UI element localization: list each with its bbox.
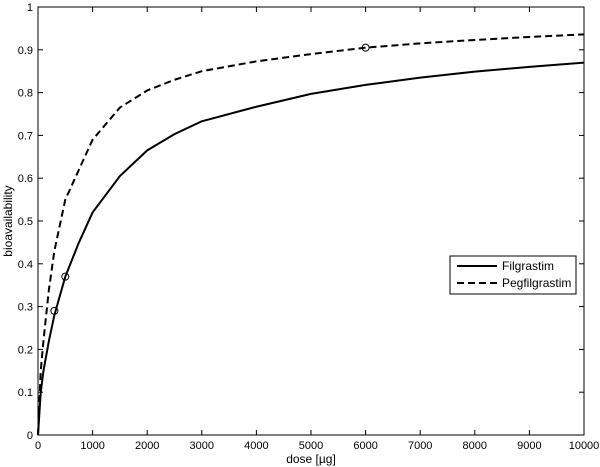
marker-filgrastim <box>50 306 59 315</box>
series-line-pegfilgrastim <box>37 33 585 436</box>
y-tick-label: 0.2 <box>18 344 33 356</box>
x-tick-label: 3000 <box>190 440 214 452</box>
y-tick-label: 0 <box>27 430 33 442</box>
x-tick-label: 5000 <box>299 440 323 452</box>
x-tick-label: 10000 <box>569 440 600 452</box>
legend-label-filgrastim: Filgrastim <box>502 259 554 273</box>
y-axis-title: bioavailability <box>1 185 15 256</box>
y-tick-label: 0.4 <box>18 259 33 271</box>
x-tick-label: 4000 <box>244 440 268 452</box>
x-tick-label: 9000 <box>517 440 541 452</box>
y-tick-label: 0.3 <box>18 302 33 314</box>
y-tick-label: 1 <box>27 2 33 14</box>
x-axis-title: dose [µg] <box>286 452 336 466</box>
legend: Filgrastim Pegfilgrastim <box>449 255 577 295</box>
legend-box <box>449 255 577 295</box>
x-tick-label: 2000 <box>135 440 159 452</box>
x-tick-label: 1000 <box>80 440 104 452</box>
y-tick-label: 0.9 <box>18 45 33 57</box>
series-layer <box>37 33 585 436</box>
marker-filgrastim <box>61 272 70 281</box>
x-tick-label: 8000 <box>463 440 487 452</box>
series-line-filgrastim <box>37 61 585 436</box>
plot-area <box>37 6 585 436</box>
x-axis: 0 1000 2000 3000 4000 5000 6000 7000 8000 9000 100… <box>35 7 599 452</box>
legend-label-pegfilgrastim: Pegfilgrastim <box>502 276 571 290</box>
y-tick-label: 0.1 <box>18 387 33 399</box>
x-tick-label: 7000 <box>408 440 432 452</box>
y-tick-label: 0.6 <box>18 173 33 185</box>
y-tick-label: 0.5 <box>18 216 33 228</box>
y-axis: 0 0.1 0.2 0.3 0.4 0.5 0.6 0.7 0.8 0.9 1 <box>18 2 584 442</box>
x-tick-label: 6000 <box>353 440 377 452</box>
y-tick-label: 0.7 <box>18 130 33 142</box>
marker-pegfilgrastim <box>361 43 370 52</box>
x-tick-label: 0 <box>35 440 41 452</box>
y-tick-label: 0.8 <box>18 88 33 100</box>
